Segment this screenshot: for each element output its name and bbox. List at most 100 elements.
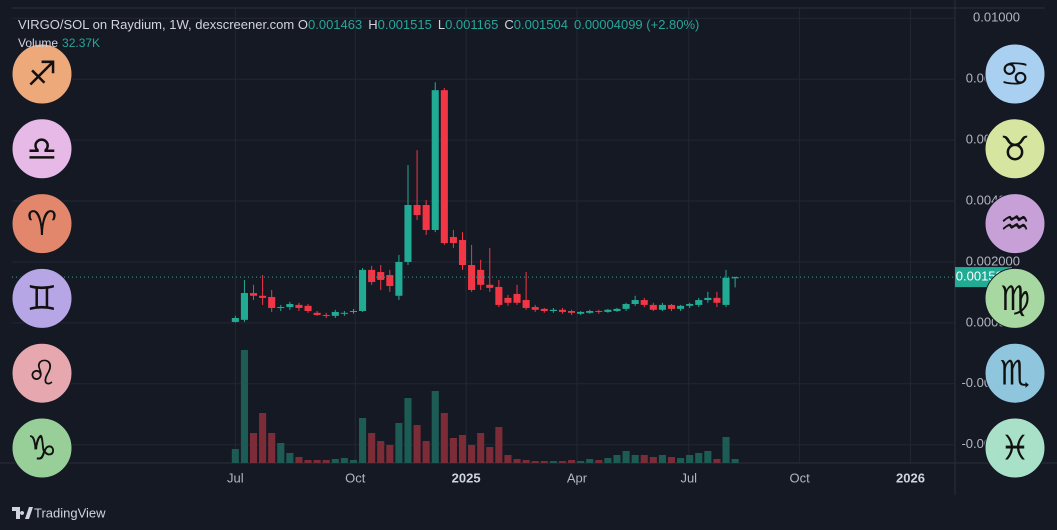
h-value: 0.001515 [377, 17, 432, 32]
change: 0.00004099 (+2.80%) [573, 17, 700, 32]
candle-body [658, 304, 666, 310]
volume-bar [386, 445, 394, 463]
volume-bar [468, 445, 476, 463]
zodiac-symbol: ♋ [1000, 55, 1030, 95]
volume-bar [731, 459, 739, 463]
zodiac-symbol: ♏ [1000, 354, 1030, 394]
candle-body [686, 303, 694, 306]
candle-body [486, 284, 494, 288]
volume-bar [558, 461, 567, 463]
x-tick-label: 2025 [452, 470, 481, 485]
volume-bar [349, 460, 358, 463]
volume-bar [449, 438, 457, 463]
candle-body [722, 277, 730, 305]
zodiac-symbol: ♓ [1000, 429, 1030, 469]
candle-body [377, 272, 385, 280]
volume-bar [713, 459, 721, 463]
volume-bar [259, 413, 267, 463]
volume-bar [377, 441, 385, 463]
volume-bar [704, 451, 712, 463]
volume-bar [395, 423, 403, 463]
c-value: 0.001504 [513, 17, 568, 32]
candle-body [304, 305, 312, 312]
candle-body [268, 296, 276, 308]
candle-body [558, 309, 567, 312]
volume-bar [495, 427, 503, 463]
volume-bar [295, 457, 303, 463]
volume-bar [249, 433, 258, 463]
zodiac-icon [984, 342, 1046, 404]
volume-key: Volume [18, 36, 59, 50]
zodiac-symbol: ♎ [27, 129, 57, 169]
volume-bar [304, 460, 312, 463]
candle-body [504, 297, 512, 303]
volume-bar [404, 398, 412, 463]
volume-bar [231, 449, 239, 463]
o-key: O [297, 17, 308, 32]
zodiac-icon [984, 193, 1046, 255]
candle-body [322, 314, 330, 316]
volume-bar [277, 443, 285, 463]
candle-body [695, 300, 703, 305]
volume-bar [368, 433, 376, 463]
candle-body [667, 304, 676, 309]
volume-bar [359, 418, 367, 463]
candle-body [359, 269, 367, 312]
candle-body [622, 303, 630, 309]
candle-body [404, 204, 412, 262]
volume-bar [286, 453, 294, 463]
candle-body [458, 240, 467, 266]
x-tick-label: Apr [567, 470, 588, 485]
candle-body [713, 297, 721, 303]
candle-body [604, 309, 612, 312]
candle-body [368, 269, 376, 283]
zodiac-symbol: ♍ [1000, 279, 1030, 319]
volume-bar [686, 455, 694, 463]
zodiac-symbol: ♒ [1000, 204, 1030, 244]
volume-bar [658, 455, 666, 463]
volume-bar [586, 459, 594, 463]
candle-body [631, 300, 639, 304]
candle-body [386, 275, 394, 287]
legend: VIRGO/SOL on Raydium, 1W, dexscreener.co… [18, 17, 705, 32]
volume-bar [522, 460, 530, 463]
volume-bar [431, 391, 439, 463]
x-tick-label: 2026 [896, 470, 925, 485]
volume-bar [340, 458, 348, 463]
candle-body [613, 308, 621, 312]
zodiac-icon [984, 267, 1046, 329]
volume-bar [649, 457, 657, 463]
candle-body [231, 318, 239, 322]
volume-bar [313, 460, 321, 463]
candle-body [240, 293, 248, 320]
candle-body [704, 297, 712, 301]
volume-bar [631, 455, 639, 463]
zodiac-symbol: ♉ [1000, 129, 1030, 169]
volume-bar [322, 460, 330, 463]
zodiac-icon [11, 193, 73, 255]
candle-body [331, 311, 339, 316]
candle-body [349, 311, 358, 313]
candle-body [440, 90, 448, 244]
zodiac-symbol: ♐ [27, 55, 57, 95]
y-tick-label: 0.002000 [966, 253, 1020, 268]
candle-body [449, 236, 457, 244]
volume-bar [531, 461, 539, 463]
brand-logo [12, 507, 33, 519]
candle-body [586, 311, 594, 313]
candle-body [640, 300, 648, 305]
volume-bar [486, 447, 494, 463]
volume-legend: Volume 32.37K [18, 36, 100, 50]
l-value: 0.001165 [445, 17, 499, 32]
candle-body [549, 309, 557, 312]
volume-bar [613, 455, 621, 463]
x-tick-label: Jul [227, 470, 244, 485]
h-key: H [368, 17, 378, 32]
volume-bar [477, 433, 485, 463]
volume-bar [595, 460, 603, 463]
x-tick-label: Oct [790, 470, 811, 485]
volume-bar [513, 459, 521, 463]
volume-bar [577, 461, 585, 463]
